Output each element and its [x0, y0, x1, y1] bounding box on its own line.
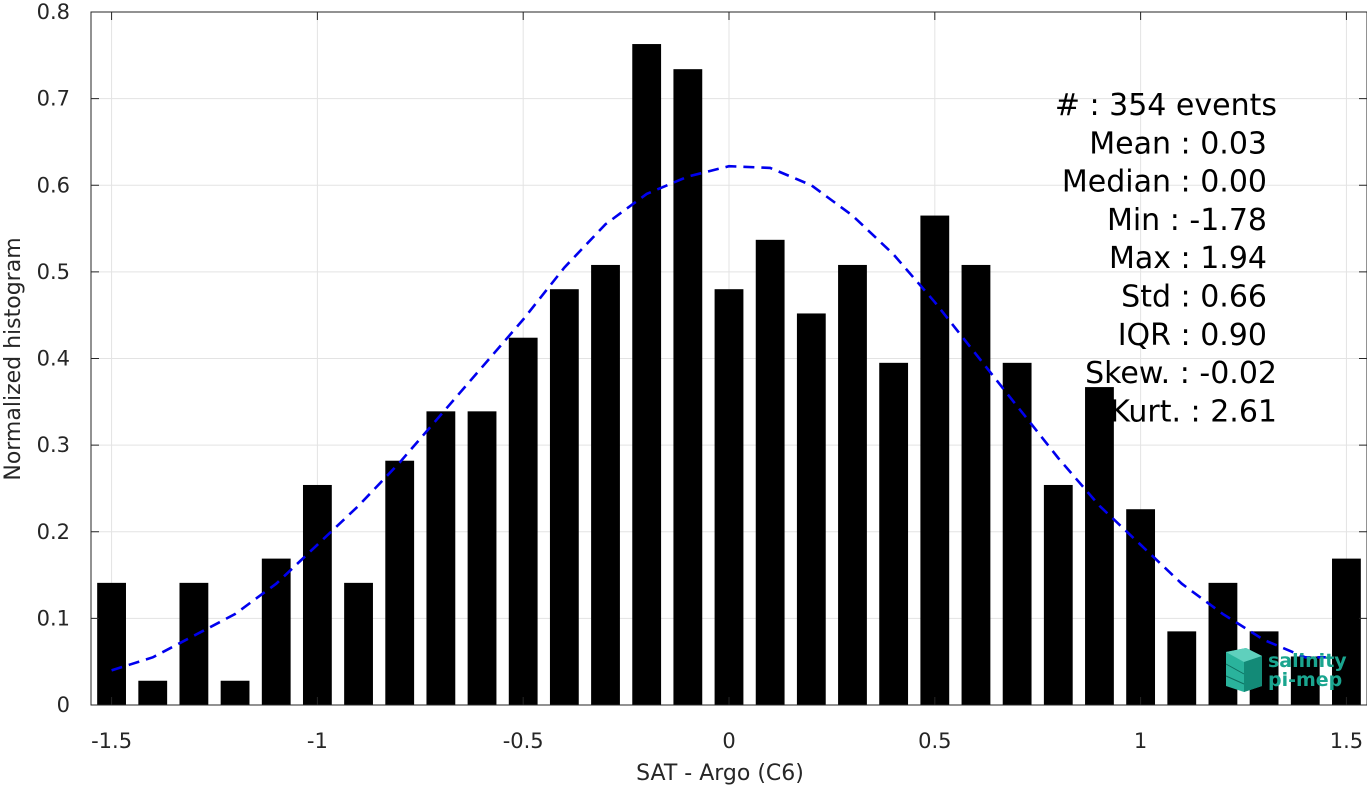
histogram-bar	[1332, 558, 1361, 705]
histogram-bar	[261, 558, 291, 705]
x-tick-label: 1.5	[1330, 729, 1363, 753]
stat-line: Median : 0.00	[1062, 165, 1267, 200]
y-tick-labels: 0 0.1 0.2 0.3 0.4 0.5 0.6 0.7 0.8	[37, 0, 70, 717]
histogram-bar	[1085, 387, 1114, 705]
histogram-bar	[508, 337, 538, 705]
stat-line: # : 354 events	[1055, 88, 1277, 123]
histogram-bar	[385, 460, 415, 705]
histogram-bar	[838, 264, 867, 705]
y-tick-label: 0.8	[37, 0, 70, 24]
histogram-bar	[426, 411, 456, 705]
x-tick-label: 0	[722, 729, 735, 753]
stat-line: Kurt. : 2.61	[1110, 394, 1277, 429]
y-tick-label: 0.2	[37, 520, 70, 544]
histogram-bar	[302, 484, 332, 705]
histogram-bar	[1002, 362, 1032, 705]
stat-line: Skew. : -0.02	[1085, 356, 1277, 391]
histogram-bar	[344, 582, 373, 705]
bars	[97, 44, 1361, 706]
y-tick-label: 0.6	[37, 173, 70, 197]
histogram-bar	[138, 680, 168, 705]
histogram-bar	[920, 215, 950, 705]
x-tick-label: -1.5	[91, 729, 132, 753]
histogram-bar	[179, 582, 209, 705]
y-axis-label: Normalized histogram	[1, 237, 26, 480]
histogram-bar	[591, 264, 620, 705]
histogram-bar	[1043, 484, 1073, 705]
y-tick-label: 0.5	[37, 260, 70, 284]
histogram-bar	[549, 289, 579, 705]
stat-line: Std : 0.66	[1121, 280, 1267, 315]
histogram-bar	[755, 239, 785, 706]
histogram-bar	[1126, 509, 1156, 705]
axes	[90, 11, 1367, 706]
histogram-bar	[97, 582, 126, 705]
histogram-bar	[467, 411, 497, 705]
logo-line1: salinity	[1268, 650, 1347, 672]
x-tick-label: 0.5	[918, 729, 951, 753]
cube-icon	[1225, 648, 1262, 692]
salinity-pi-mep-logo: salinity pi-mep	[1225, 648, 1347, 692]
histogram-bar	[1167, 631, 1197, 705]
logo-line2: pi-mep	[1268, 669, 1342, 691]
y-tick-label: 0.4	[37, 347, 70, 371]
histogram-bar	[632, 44, 662, 705]
histogram-bar	[961, 264, 991, 705]
x-tick-labels: -1.5 -1 -0.5 0 0.5 1 1.5	[91, 729, 1363, 753]
normal-fit-curve	[111, 164, 1326, 672]
histogram-bar	[1290, 656, 1320, 705]
x-tick-label: -1	[307, 729, 328, 753]
y-tick-label: 0.3	[37, 433, 70, 457]
stat-line: Mean : 0.03	[1089, 126, 1267, 161]
histogram-bar	[220, 680, 250, 705]
stat-line: Max : 1.94	[1109, 241, 1267, 276]
y-tick-label: 0.1	[37, 606, 70, 630]
stat-line: IQR : 0.90	[1118, 318, 1267, 353]
y-tick-label: 0	[57, 693, 70, 717]
histogram-bar	[714, 289, 744, 705]
x-axis-label: SAT - Argo (C6)	[636, 761, 804, 786]
histogram-bar	[879, 362, 909, 705]
x-tick-label: -0.5	[503, 729, 544, 753]
x-tick-label: 1	[1134, 729, 1147, 753]
y-tick-label: 0.7	[37, 87, 70, 111]
histogram-bar	[796, 313, 826, 705]
histogram-bar	[673, 69, 703, 706]
stat-line: Min : -1.78	[1107, 203, 1267, 238]
